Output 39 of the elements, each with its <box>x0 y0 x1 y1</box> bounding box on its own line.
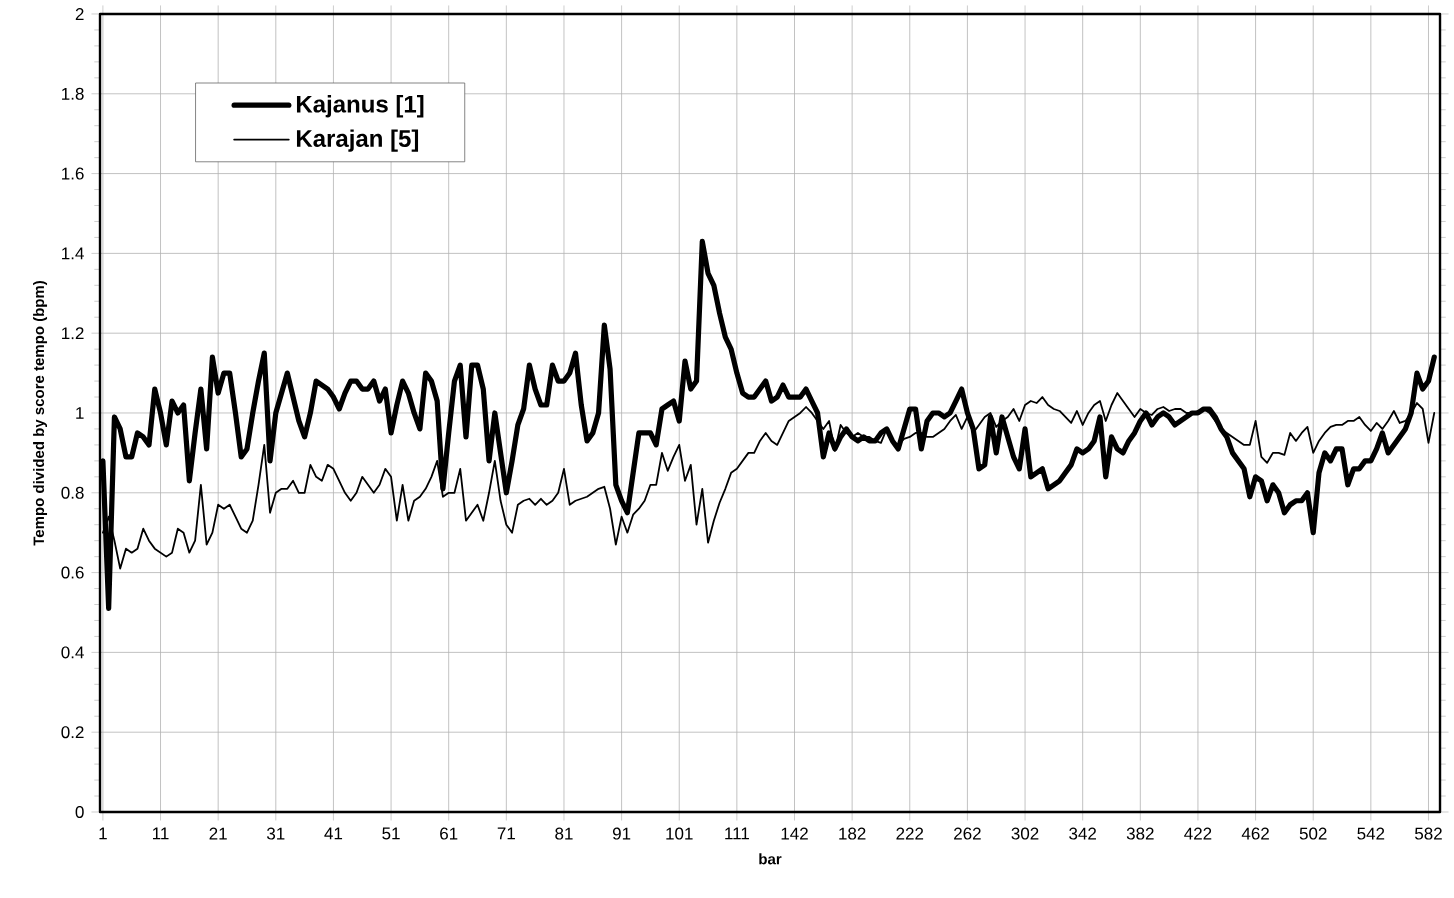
y-tick-label: 1 <box>76 407 84 419</box>
x-axis-title: bar <box>759 853 782 865</box>
x-tick-label: 502 <box>1299 827 1327 840</box>
x-tick-label: 41 <box>324 827 343 840</box>
x-tick-label: 11 <box>152 827 169 840</box>
legend-label: Kajanus [1] <box>296 95 424 118</box>
y-tick-label: 2 <box>75 8 84 20</box>
x-tick-label: 582 <box>1415 827 1442 840</box>
x-tick-label: 71 <box>497 827 515 840</box>
y-tick-label: 0.8 <box>61 486 84 499</box>
x-tick-label: 302 <box>1011 827 1039 840</box>
x-tick-label: 342 <box>1069 827 1096 840</box>
y-tick-label: 0.6 <box>61 566 84 579</box>
x-tick-label: 1 <box>99 827 107 840</box>
y-axis-title: Tempo divided by score tempo (bpm) <box>33 280 48 546</box>
y-tick-label: 1.2 <box>62 327 84 340</box>
x-tick-label: 91 <box>612 827 631 840</box>
x-tick-label: 422 <box>1184 827 1212 840</box>
x-tick-label: 21 <box>209 827 227 840</box>
x-tick-label: 101 <box>666 827 693 840</box>
x-tick-label: 182 <box>839 827 866 840</box>
x-tick-label: 51 <box>382 827 400 840</box>
x-tick-label: 61 <box>440 827 458 840</box>
y-tick-label: 1.4 <box>62 247 84 260</box>
legend-label: Karajan [5] <box>296 129 419 152</box>
x-tick-label: 142 <box>781 827 808 840</box>
x-tick-label: 222 <box>896 827 924 840</box>
y-tick-label: 0.2 <box>61 726 84 739</box>
y-tick-label: 0 <box>75 805 84 818</box>
x-tick-label: 31 <box>267 827 285 840</box>
y-tick-label: 0.4 <box>61 646 84 659</box>
x-tick-label: 262 <box>954 827 981 840</box>
x-tick-label: 81 <box>555 827 573 840</box>
y-tick-label: 1.6 <box>62 167 84 180</box>
x-tick-label: 462 <box>1241 827 1269 840</box>
x-tick-label: 382 <box>1126 827 1154 840</box>
x-tick-label: 111 <box>725 827 749 840</box>
y-tick-label: 1.8 <box>62 87 84 100</box>
x-tick-label: 542 <box>1357 827 1385 840</box>
